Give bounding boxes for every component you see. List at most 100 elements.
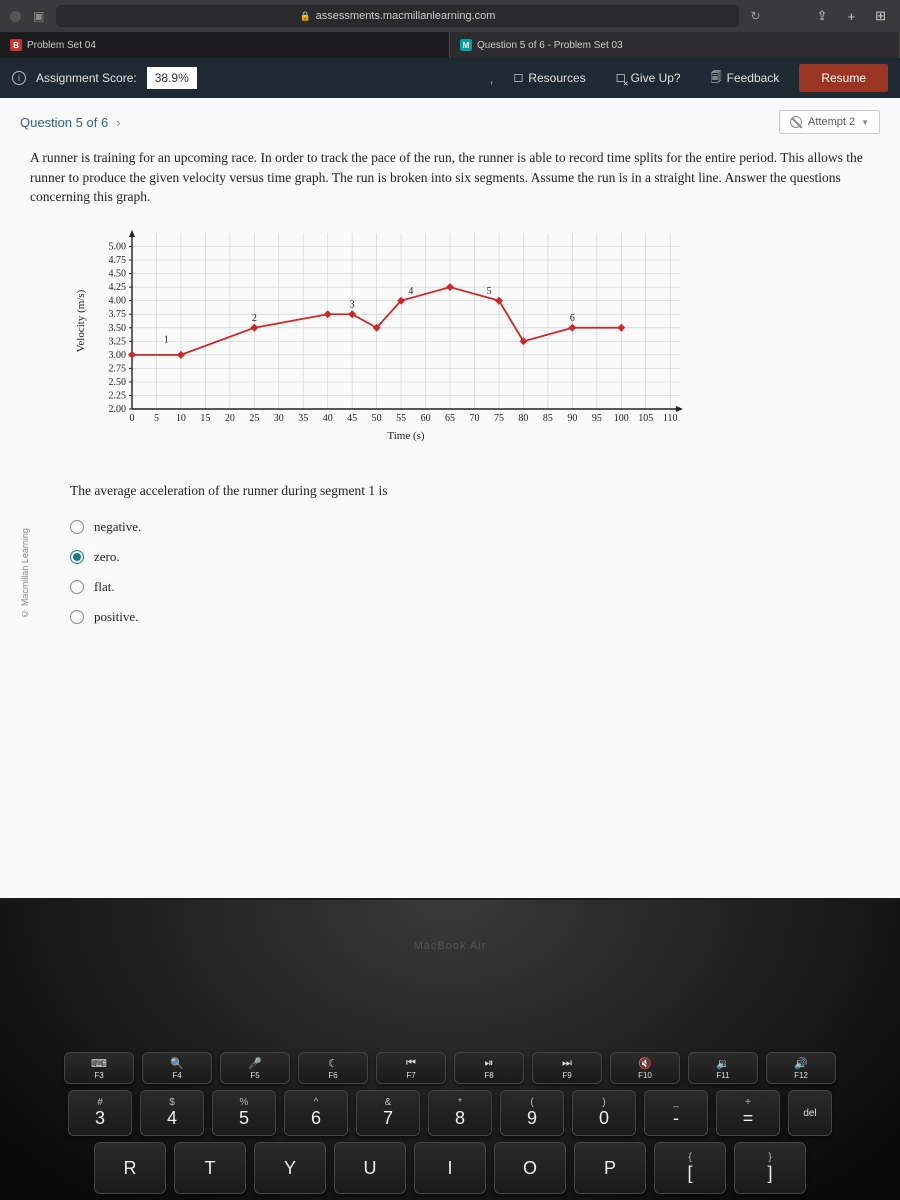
answer-option[interactable]: positive. xyxy=(70,609,880,625)
option-label: zero. xyxy=(94,549,120,565)
keyboard-key: &7 xyxy=(356,1090,420,1136)
tab-overview-icon[interactable]: ⊞ xyxy=(871,8,890,24)
url-host: assessments.macmillanlearning.com xyxy=(316,10,496,22)
feedback-button[interactable]: 🗐 Feedback xyxy=(701,64,790,93)
keyboard-key: O xyxy=(494,1142,566,1194)
keyboard-key: Y xyxy=(254,1142,326,1194)
svg-text:35: 35 xyxy=(298,413,308,424)
assignment-score-label: Assignment Score: xyxy=(36,71,137,85)
answer-option[interactable]: flat. xyxy=(70,579,880,595)
info-icon[interactable]: i xyxy=(12,71,26,85)
keyboard-key: ☾F6 xyxy=(298,1052,368,1084)
question-header-row: Question 5 of 6 › Attempt 2 ▼ xyxy=(20,110,880,134)
resume-label: Resume xyxy=(821,71,866,85)
keyboard-key: += xyxy=(716,1090,780,1136)
svg-text:75: 75 xyxy=(494,413,504,424)
keyboard-key: R xyxy=(94,1142,166,1194)
answer-option[interactable]: zero. xyxy=(70,549,880,565)
svg-text:4: 4 xyxy=(408,286,413,297)
assignment-bar: i Assignment Score: 38.9% , ☐ Resources … xyxy=(0,58,900,98)
browser-tab-2[interactable]: M Question 5 of 6 - Problem Set 03 xyxy=(450,32,900,58)
svg-text:30: 30 xyxy=(274,413,284,424)
address-bar[interactable]: assessments.macmillanlearning.com xyxy=(56,5,738,27)
keyboard-key: *8 xyxy=(428,1090,492,1136)
answer-option[interactable]: negative. xyxy=(70,519,880,535)
svg-text:2.00: 2.00 xyxy=(109,404,127,415)
radio-icon xyxy=(70,580,84,594)
keyboard-key: 🔉F11 xyxy=(688,1052,758,1084)
sync-icon: , xyxy=(490,70,494,86)
svg-text:0: 0 xyxy=(130,413,135,424)
keyboard-key: ⏮F7 xyxy=(376,1052,446,1084)
keyboard-key: del xyxy=(788,1090,832,1136)
option-label: positive. xyxy=(94,609,138,625)
svg-text:10: 10 xyxy=(176,413,186,424)
macbook-label: MacBook Air xyxy=(414,940,487,952)
svg-text:105: 105 xyxy=(638,413,653,424)
svg-text:2.50: 2.50 xyxy=(109,377,127,388)
svg-text:65: 65 xyxy=(445,413,455,424)
question-number[interactable]: Question 5 of 6 › xyxy=(20,115,121,130)
keyboard-key: _- xyxy=(644,1090,708,1136)
keyboard-key: I xyxy=(414,1142,486,1194)
svg-text:Time (s): Time (s) xyxy=(387,430,425,442)
tab-favicon-2: M xyxy=(460,39,472,51)
keyboard-key: }] xyxy=(734,1142,806,1194)
svg-text:2.25: 2.25 xyxy=(109,390,127,401)
svg-text:4.75: 4.75 xyxy=(109,255,127,266)
resume-button[interactable]: Resume xyxy=(799,64,888,92)
svg-text:2: 2 xyxy=(252,313,257,324)
svg-text:80: 80 xyxy=(518,413,528,424)
svg-text:2.75: 2.75 xyxy=(109,363,127,374)
sub-question-prompt: The average acceleration of the runner d… xyxy=(70,483,880,499)
chevron-right-icon: › xyxy=(116,115,120,130)
keyboard-key: 🔇F10 xyxy=(610,1052,680,1084)
new-tab-icon[interactable]: + xyxy=(844,9,860,24)
give-up-button[interactable]: ☐ Give Up? xyxy=(606,66,691,90)
nav-back-icon[interactable]: ▣ xyxy=(33,9,44,23)
svg-text:3.50: 3.50 xyxy=(109,322,127,333)
attempt-dropdown[interactable]: Attempt 2 ▼ xyxy=(779,110,880,134)
svg-text:1: 1 xyxy=(164,334,169,345)
svg-text:85: 85 xyxy=(543,413,553,424)
svg-text:6: 6 xyxy=(570,313,575,324)
answer-options: negative. zero. flat. positive. xyxy=(70,519,880,625)
radio-icon xyxy=(70,610,84,624)
svg-text:25: 25 xyxy=(249,413,259,424)
keyboard-key: )0 xyxy=(572,1090,636,1136)
attempt-label: Attempt 2 xyxy=(808,116,855,128)
svg-text:20: 20 xyxy=(225,413,235,424)
browser-tab-1[interactable]: B Problem Set 04 xyxy=(0,32,450,58)
keyboard-key: {[ xyxy=(654,1142,726,1194)
resources-button[interactable]: ☐ Resources xyxy=(503,66,595,90)
keyboard-key: #3 xyxy=(68,1090,132,1136)
question-body: © Macmillan Learning A runner is trainin… xyxy=(20,148,880,625)
keyboard-key: %5 xyxy=(212,1090,276,1136)
radio-icon xyxy=(70,520,84,534)
tab-bar: B Problem Set 04 M Question 5 of 6 - Pro… xyxy=(0,32,900,58)
svg-text:15: 15 xyxy=(200,413,210,424)
keyboard-key: 🎤F5 xyxy=(220,1052,290,1084)
keyboard-key: ⏯F8 xyxy=(454,1052,524,1084)
sidebar-toggle-icon[interactable] xyxy=(10,11,21,22)
svg-text:50: 50 xyxy=(372,413,382,424)
svg-text:3.75: 3.75 xyxy=(109,309,127,320)
svg-text:5.00: 5.00 xyxy=(109,241,127,252)
option-label: negative. xyxy=(94,519,141,535)
share-icon[interactable]: ⇪ xyxy=(813,8,832,24)
question-number-label: Question 5 of 6 xyxy=(20,115,108,130)
browser-toolbar: ▣ assessments.macmillanlearning.com ↻ ⇪ … xyxy=(0,0,900,32)
svg-text:110: 110 xyxy=(663,413,678,424)
radio-icon xyxy=(70,550,84,564)
laptop-keyboard: MacBook Air ⌨F3🔍F4🎤F5☾F6⏮F7⏯F8⏭F9🔇F10🔉F1… xyxy=(0,900,900,1200)
svg-text:90: 90 xyxy=(567,413,577,424)
svg-text:40: 40 xyxy=(323,413,333,424)
keyboard-key: 🔊F12 xyxy=(766,1052,836,1084)
reload-icon[interactable]: ↻ xyxy=(751,9,761,23)
question-panel: Question 5 of 6 › Attempt 2 ▼ © Macmilla… xyxy=(0,98,900,898)
svg-text:4.25: 4.25 xyxy=(109,282,127,293)
svg-text:5: 5 xyxy=(487,286,492,297)
tab-label-1: Problem Set 04 xyxy=(27,40,96,51)
option-label: flat. xyxy=(94,579,115,595)
keyboard-key: T xyxy=(174,1142,246,1194)
